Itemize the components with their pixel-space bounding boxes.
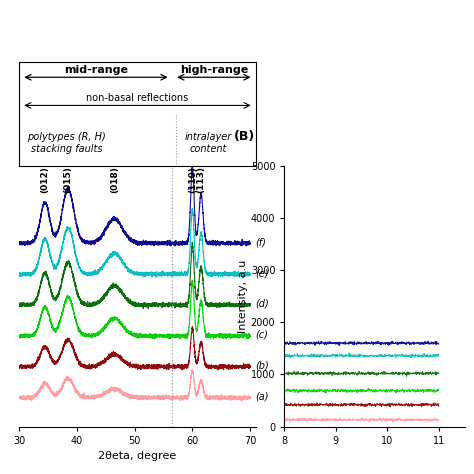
Text: (110): (110) xyxy=(188,166,197,193)
Text: mid-range: mid-range xyxy=(64,65,128,75)
Text: (113): (113) xyxy=(197,166,206,193)
Text: (e): (e) xyxy=(255,268,268,278)
X-axis label: 2θeta, degree: 2θeta, degree xyxy=(98,451,177,461)
Text: (B): (B) xyxy=(234,130,255,143)
Text: high-range: high-range xyxy=(180,65,248,75)
Text: non-basal reflections: non-basal reflections xyxy=(86,93,189,103)
Text: intralayer
content: intralayer content xyxy=(185,132,232,154)
Text: (018): (018) xyxy=(110,166,119,193)
Text: polytypes (R, H)
stacking faults: polytypes (R, H) stacking faults xyxy=(27,132,106,154)
Text: (d): (d) xyxy=(255,299,269,309)
Text: (a): (a) xyxy=(255,392,268,401)
Y-axis label: Intensity, a.u: Intensity, a.u xyxy=(238,260,248,333)
Text: (015): (015) xyxy=(64,166,73,193)
Text: (f): (f) xyxy=(255,237,266,247)
Text: (c): (c) xyxy=(255,330,268,340)
Text: (b): (b) xyxy=(255,361,269,371)
Text: (012): (012) xyxy=(40,166,49,193)
